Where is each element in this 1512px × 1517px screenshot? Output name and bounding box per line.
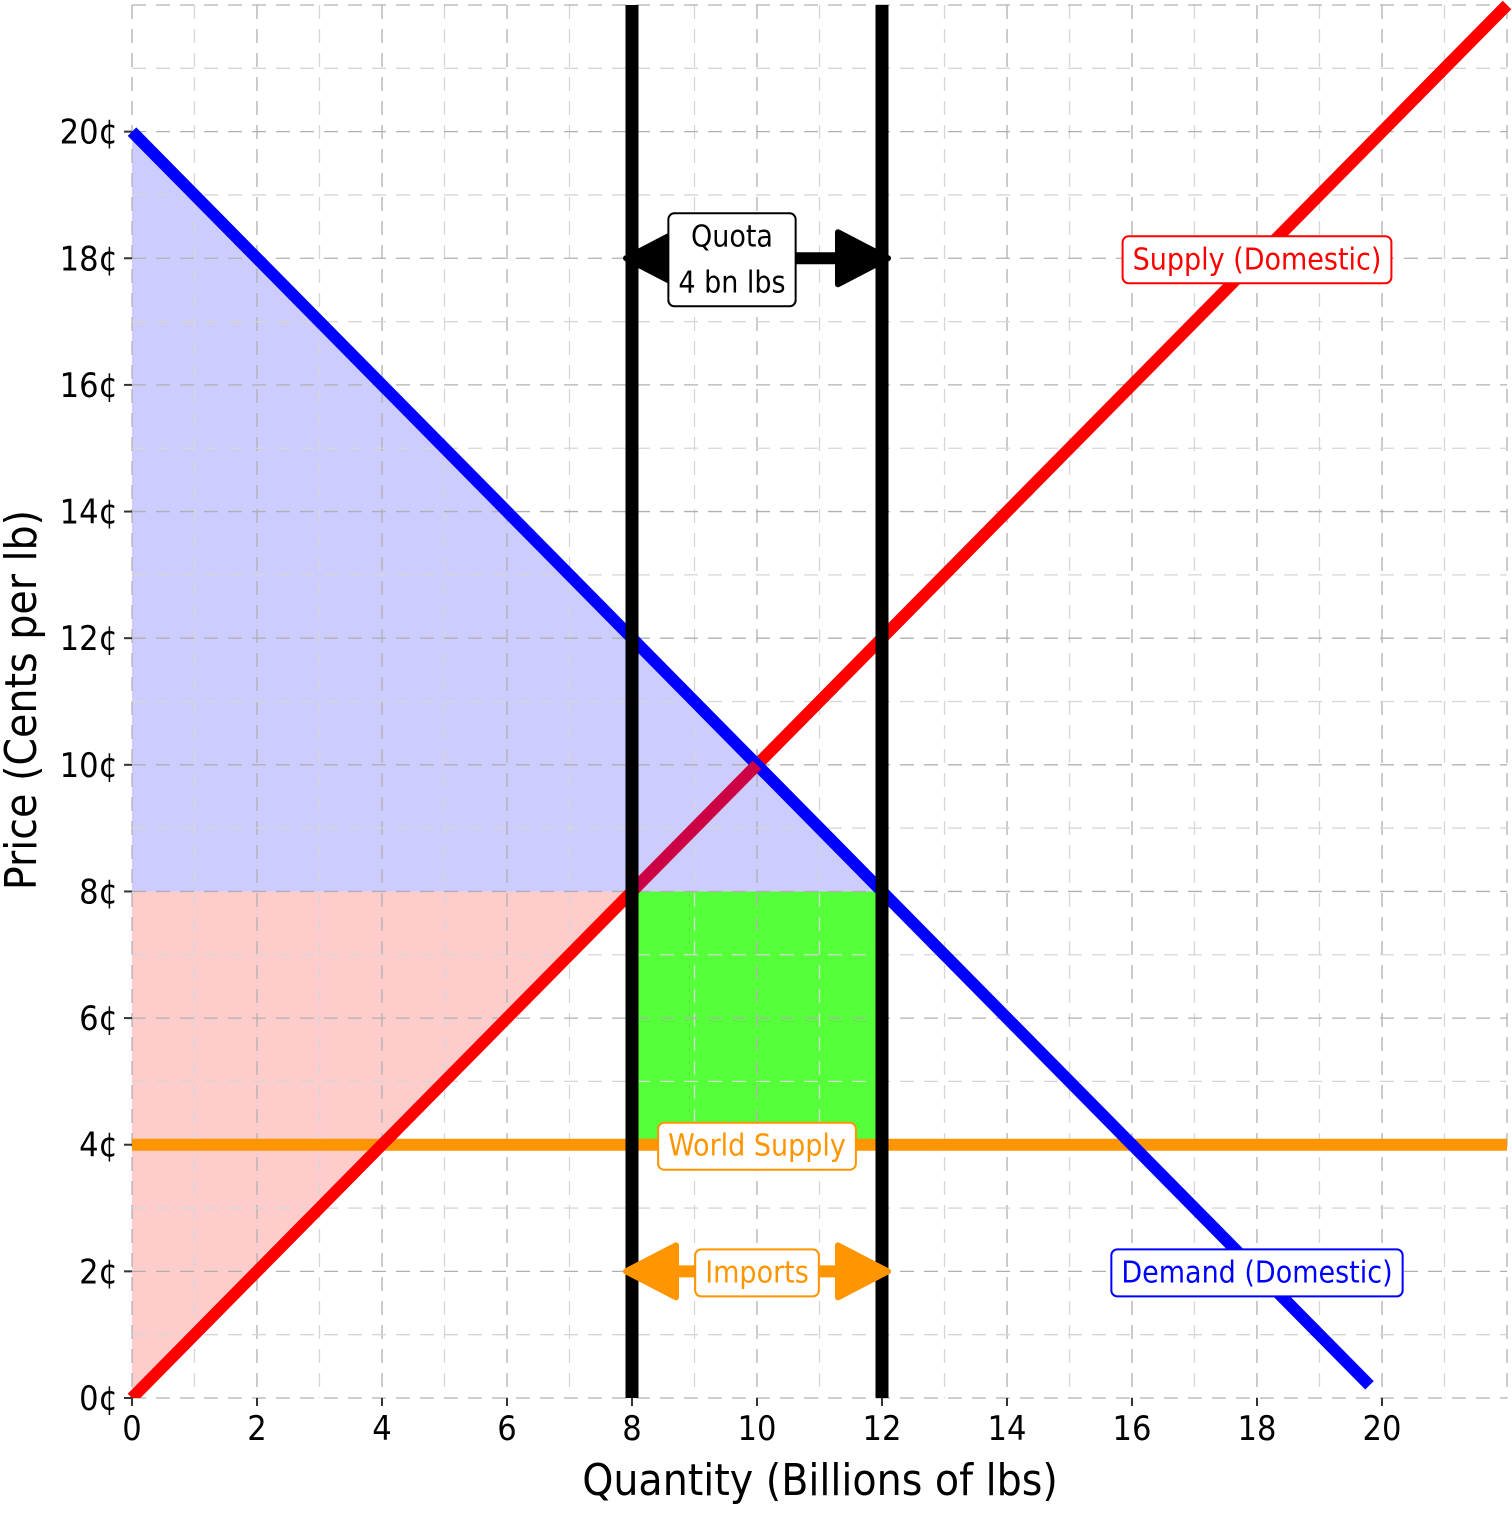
x-tick-label: 2	[247, 1409, 266, 1449]
annotation-text: Demand (Domestic)	[1121, 1255, 1392, 1290]
y-tick-label: 4¢	[79, 1126, 118, 1166]
y-tick-label: 10¢	[60, 746, 118, 786]
annotation-text: World Supply	[668, 1129, 846, 1164]
imports-annotation: Imports	[623, 1242, 891, 1301]
x-axis-title: Quantity (Billions of lbs)	[582, 1455, 1058, 1506]
x-tick-label: 0	[122, 1409, 141, 1449]
label-box	[694, 1248, 820, 1298]
y-tick-label: 12¢	[60, 619, 118, 659]
label-box	[657, 1121, 857, 1171]
x-tick-label: 20	[1363, 1409, 1402, 1449]
annotation-text: Supply (Domestic)	[1133, 242, 1382, 277]
label-box	[1110, 1248, 1404, 1298]
x-tick-label: 12	[863, 1409, 902, 1449]
y-tick-label: 0¢	[79, 1379, 118, 1419]
y-tick-label: 16¢	[60, 366, 118, 406]
y-tick-label: 8¢	[79, 872, 118, 912]
label-box	[667, 212, 797, 308]
y-tick-label: 20¢	[60, 113, 118, 153]
annotation-text: 4 bn lbs	[678, 265, 785, 300]
demand-domestic-line	[127, 127, 1374, 1390]
y-tick-label: 14¢	[60, 493, 118, 533]
supply-under-shading-segment	[627, 760, 762, 896]
y-axis-title: Price (Cents per lb)	[0, 510, 47, 890]
annotation-text: Imports	[705, 1255, 809, 1290]
label-box	[1121, 235, 1393, 285]
y-tick-label: 18¢	[60, 239, 118, 279]
supply-label-annotation: Supply (Domestic)	[1121, 235, 1393, 285]
arrow-head-right	[835, 1242, 891, 1301]
x-tick-label: 14	[988, 1409, 1027, 1449]
x-tick-label: 10	[738, 1409, 777, 1449]
annotation-text: Quota	[691, 219, 773, 254]
demand-label-annotation: Demand (Domestic)	[1110, 1248, 1404, 1298]
world-supply-label-annotation: World Supply	[657, 1121, 857, 1171]
x-tick-label: 8	[622, 1409, 641, 1449]
quota-annotation: Quota 4 bn lbs	[623, 212, 891, 308]
arrow-head-right	[835, 229, 891, 288]
arrow-head-left	[623, 1242, 679, 1301]
y-tick-label: 2¢	[79, 1252, 118, 1292]
x-tick-label: 18	[1238, 1409, 1277, 1449]
y-tick-label: 6¢	[79, 999, 118, 1039]
x-tick-label: 16	[1113, 1409, 1152, 1449]
x-tick-label: 4	[372, 1409, 391, 1449]
x-tick-label: 6	[497, 1409, 516, 1449]
